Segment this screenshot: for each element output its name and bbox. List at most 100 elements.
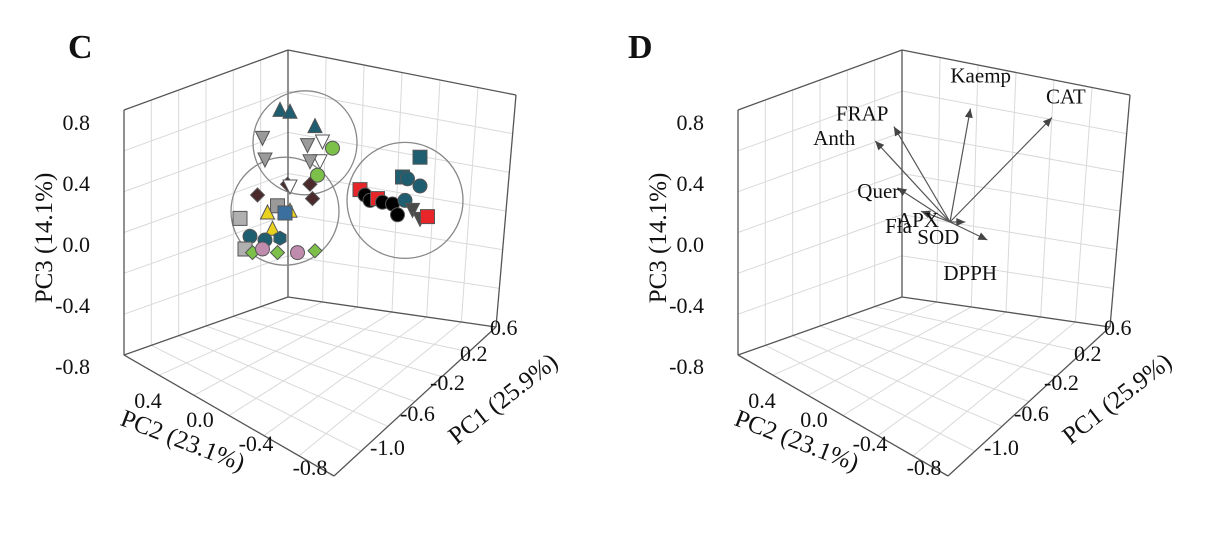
z-tick-label: 0.4 — [63, 171, 91, 196]
data-point — [264, 220, 281, 236]
vector-label: Anth — [813, 126, 856, 150]
grid-line — [260, 306, 470, 353]
origin-label: APX — [897, 208, 939, 232]
vector-arrowhead — [964, 108, 973, 119]
data-point — [242, 228, 258, 244]
z-tick-label: -0.4 — [669, 293, 704, 318]
data-point — [272, 101, 288, 117]
axis-edge — [123, 354, 335, 477]
data-point — [390, 207, 405, 223]
vector-label: Kaemp — [950, 64, 1011, 88]
data-point — [314, 134, 331, 151]
grid-line — [460, 87, 479, 323]
pc1-tick-label: -0.6 — [1014, 401, 1049, 426]
vector-arrowhead — [1042, 117, 1052, 127]
data-point — [420, 209, 435, 225]
cluster-circle — [230, 156, 340, 266]
vector-line — [874, 140, 951, 223]
pc2-tick-label: 0.4 — [134, 388, 162, 413]
grid-lines — [737, 57, 1127, 457]
data-point — [307, 117, 323, 134]
pc1-tick-label: -0.2 — [430, 370, 465, 395]
cluster-circle — [346, 141, 464, 260]
vector-line — [893, 126, 951, 223]
data-point — [412, 149, 428, 165]
z-tick-label: 0.0 — [63, 232, 91, 257]
data-point — [249, 187, 266, 203]
axis-edge — [737, 296, 903, 356]
data-point — [257, 152, 273, 169]
vector-label: Fla — [885, 214, 913, 238]
axis-frame — [737, 49, 1131, 477]
pc2-tick-label: -0.4 — [853, 431, 888, 456]
grid-line — [426, 79, 441, 318]
pc2-tick-label: -0.8 — [907, 455, 942, 480]
z-tick-label: 0.4 — [677, 171, 705, 196]
data-point — [310, 167, 325, 183]
vector-label: Quer — [857, 179, 899, 203]
axis-edge — [901, 296, 1111, 328]
axis-edge — [737, 354, 949, 477]
z-tick-label: 0.8 — [677, 110, 705, 135]
axis-edge — [123, 49, 289, 111]
data-point — [255, 241, 270, 257]
data-point — [254, 130, 271, 147]
data-point — [277, 205, 293, 221]
loading-vectors — [874, 108, 1053, 241]
data-point — [290, 245, 305, 261]
data-point — [259, 203, 276, 220]
data-point — [404, 202, 421, 219]
grid-line — [847, 315, 1057, 378]
vector-label: DPPH — [943, 261, 997, 285]
data-point — [282, 179, 298, 196]
data-point — [304, 190, 321, 207]
pc1-tick-label: 0.2 — [1074, 341, 1102, 366]
pc1-tick-label: 0.6 — [1104, 315, 1132, 340]
pc1-tick-label: -1.0 — [370, 435, 405, 460]
z-tick-label: -0.4 — [55, 293, 90, 318]
z-tick-label: -0.8 — [55, 354, 90, 379]
vector-arrowhead — [875, 141, 885, 151]
pc3-axis-label: PC3 (14.1%) — [31, 173, 58, 304]
axis-edge — [901, 49, 1131, 96]
cluster-circle — [252, 90, 358, 196]
data-point — [232, 210, 248, 226]
vector-arrowhead — [921, 210, 931, 219]
grid-line — [233, 315, 443, 378]
panel-c-chart: 0.8 0.4 0.0 -0.4 -0.8 0.4 0.0 -0.4 -0.8 -1.0 -0.6 -… — [31, 29, 563, 480]
axis-edge — [333, 326, 497, 477]
panel-letter-d: D — [628, 29, 653, 66]
axis-frame — [123, 49, 517, 477]
axis-edge — [287, 296, 497, 328]
vector-label: FRAP — [836, 102, 889, 126]
axis-edge — [495, 94, 517, 328]
axis-edge — [287, 49, 517, 96]
vector-line — [949, 117, 1053, 223]
data-point — [302, 154, 318, 170]
pc1-tick-label: 0.2 — [460, 341, 488, 366]
z-tick-label: -0.8 — [669, 354, 704, 379]
grid-line — [391, 72, 403, 313]
axis-edge — [737, 49, 903, 111]
vector-arrowhead — [893, 126, 902, 137]
axis-edge — [947, 326, 1111, 477]
grid-line — [205, 325, 416, 402]
pc3-axis-label: PC3 (14.1%) — [645, 173, 672, 304]
pc1-tick-label: 0.6 — [490, 315, 518, 340]
data-point — [299, 138, 316, 154]
vector-label: CAT — [1046, 85, 1086, 109]
vector-arrowhead — [897, 187, 908, 197]
pc2-tick-label: 0.4 — [748, 388, 776, 413]
z-tick-label: 0.0 — [677, 232, 705, 257]
grid-line — [1005, 72, 1017, 313]
data-point — [273, 230, 287, 246]
data-point — [312, 154, 328, 170]
data-point — [400, 171, 415, 187]
vector-arrowhead — [956, 218, 966, 226]
data-point — [302, 176, 318, 192]
data-point — [325, 140, 340, 156]
pc1-tick-label: -1.0 — [984, 435, 1019, 460]
axis-edge — [1109, 94, 1131, 328]
grid-line — [819, 325, 1030, 402]
grid-line — [1040, 79, 1055, 318]
